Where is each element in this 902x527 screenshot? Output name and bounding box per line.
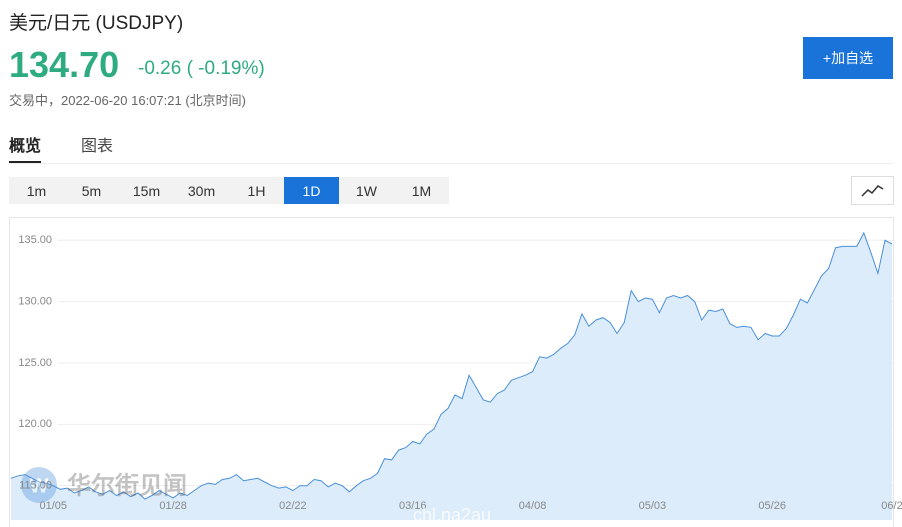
timeframe-button[interactable]: 1D — [284, 177, 339, 204]
timeframe-bar: 1m 5m 15m 30m 1H 1D 1W 1M — [9, 177, 449, 204]
timeframe-button[interactable]: 1W — [356, 182, 377, 199]
timeframe-button[interactable]: 1H — [247, 182, 266, 199]
chart-type-button[interactable] — [851, 176, 894, 205]
x-tick-label: 01/28 — [159, 500, 187, 512]
y-tick-label: 130.00 — [18, 296, 52, 308]
chart-type-icon — [861, 185, 884, 197]
tabs: 概览 图表 — [9, 122, 113, 163]
watermark: W 华尔街见闻 — [21, 467, 187, 503]
y-tick-label: 125.00 — [18, 357, 52, 369]
x-tick-label: 01/05 — [40, 500, 68, 512]
line — [10, 231, 893, 500]
area — [11, 232, 892, 520]
x-tick-label: 04/08 — [519, 500, 547, 512]
timeframe-button[interactable]: 1m — [26, 182, 47, 199]
watermark-site: chl.na2au — [413, 505, 491, 525]
add-watchlist-button[interactable]: +加自选 — [803, 37, 893, 79]
change: -0.26 ( -0.19%) — [138, 58, 265, 79]
x-tick-label: 03/16 — [399, 500, 427, 512]
x-tick-label: 05/26 — [758, 500, 786, 512]
timeframe-button[interactable]: 30m — [187, 182, 216, 199]
y-tick-label: 120.00 — [18, 418, 52, 430]
tab[interactable]: 概览 — [9, 122, 42, 163]
title: 美元/日元 (USDJPY) — [9, 13, 184, 34]
y-tick-label: 135.00 — [18, 234, 52, 246]
y-tick-label: 115.00 — [19, 480, 52, 492]
x-tick-label: 06/2 — [881, 500, 902, 512]
price: 134.70 — [9, 44, 120, 85]
timeframe-button[interactable]: 15m — [132, 182, 161, 199]
timeframe-button[interactable]: 5m — [81, 182, 102, 199]
tab[interactable]: 图表 — [81, 138, 114, 155]
status: 交易中，2022-06-20 16:07:21 (北京时间) — [9, 93, 246, 108]
x-tick-label: 02/22 — [279, 500, 307, 512]
watermark-brand: 华尔街见闻 — [67, 471, 187, 500]
timeframe-button[interactable]: 1M — [411, 182, 432, 199]
svg-text:W: W — [30, 475, 49, 497]
x-tick-label: 05/03 — [639, 500, 667, 512]
chart-frame — [9, 217, 894, 527]
divider — [9, 163, 893, 164]
